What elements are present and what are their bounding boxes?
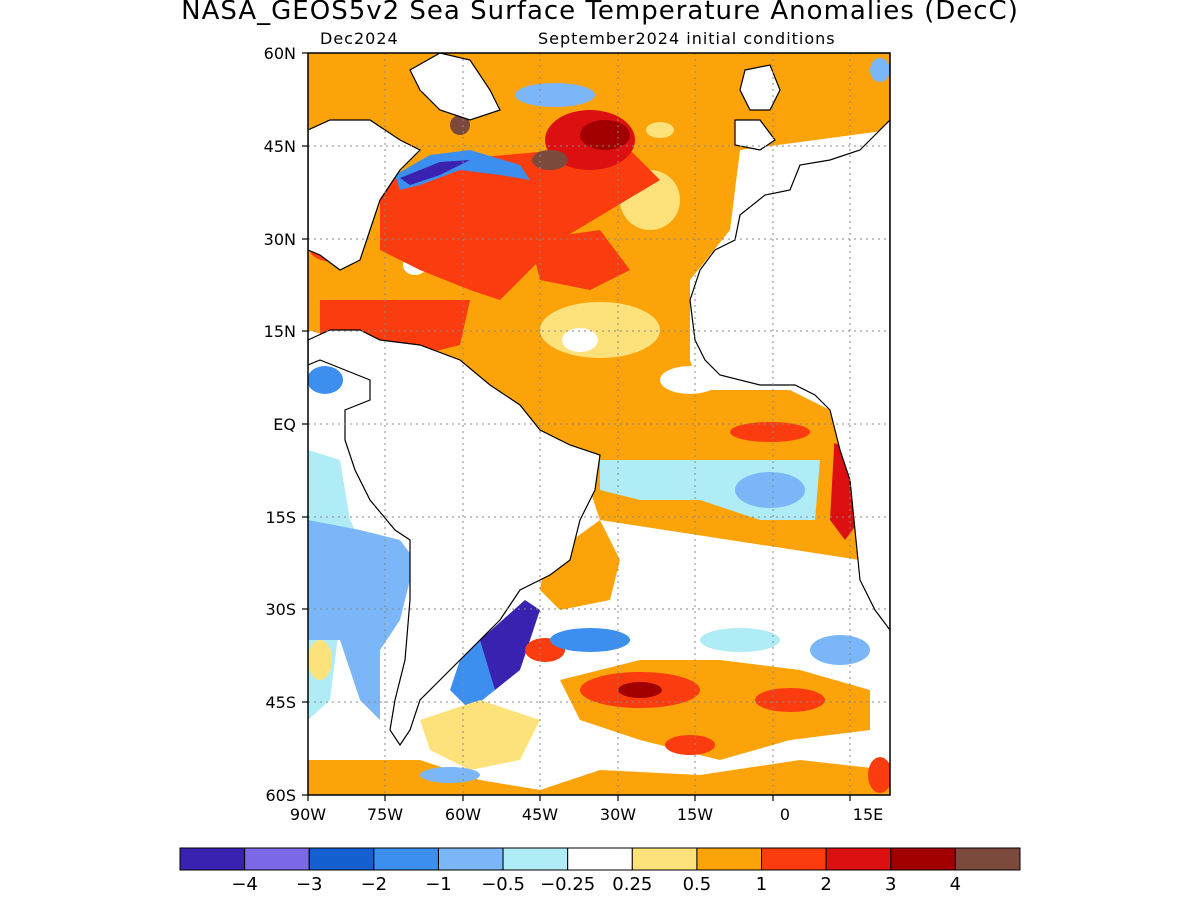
lat-label: 45S [265, 693, 296, 712]
anomaly-field [308, 53, 890, 795]
iberia-land [734, 119, 776, 151]
initial-conditions-label: September2024 initial conditions [538, 29, 836, 48]
region-cool [395, 150, 530, 190]
colorbar-swatch [761, 847, 827, 871]
lat-label: EQ [273, 415, 296, 434]
region-warm [308, 760, 890, 795]
region-cool [450, 640, 495, 710]
region-neutral [660, 366, 720, 394]
labrador-land [409, 53, 501, 121]
colorbar-label: −2 [361, 874, 388, 895]
region-cool [810, 635, 870, 665]
south-america-land [308, 329, 601, 747]
colorbar-label: 4 [950, 874, 961, 895]
lon-label: 60W [445, 805, 481, 824]
colorbar-label: −4 [231, 874, 258, 895]
lon-label: 75W [367, 805, 403, 824]
lon-label: 0 [780, 805, 790, 824]
colorbar-label: −1 [425, 874, 452, 895]
colorbar-label: −3 [296, 874, 323, 895]
region-strong-cool [400, 160, 470, 185]
colorbar-label: 0.25 [612, 874, 652, 895]
colorbar: −4 −3 −2 −1 −0.5 −0.25 0.25 0.5 1 2 3 4 [179, 847, 1021, 895]
region-slight-warm [308, 640, 332, 680]
region-cool [870, 58, 890, 82]
region-warm [540, 520, 620, 610]
axis-ticks [302, 52, 851, 801]
lat-label: 15S [265, 508, 296, 527]
colorbar-swatch [567, 847, 633, 871]
north-america-land [308, 119, 422, 271]
region-extreme [532, 150, 568, 170]
colorbar-swatch [179, 847, 246, 871]
lat-label: 30N [264, 230, 296, 249]
region-hot [868, 757, 890, 793]
lon-label: 15E [853, 805, 883, 824]
region-warm [815, 420, 835, 520]
british-isles-land [739, 64, 781, 111]
colorbar-swatch [308, 847, 375, 871]
graticule [308, 53, 890, 795]
region-slight-warm [420, 700, 540, 770]
region-cool [420, 767, 480, 783]
colorbar-swatch [373, 847, 439, 871]
lat-label: 15N [264, 322, 296, 341]
region-cool [308, 520, 415, 720]
colorbar-swatch [825, 847, 892, 871]
colorbar-label: 2 [820, 874, 831, 895]
region-cool [735, 472, 805, 508]
lon-label: 90W [290, 805, 326, 824]
colorbar-swatch [954, 847, 1021, 871]
colorbar-swatch [502, 847, 569, 871]
region-hot [730, 422, 810, 442]
colorbar-label: −0.25 [540, 874, 595, 895]
region-hot [530, 230, 630, 290]
colorbar-label: 3 [885, 874, 896, 895]
region-cool [308, 366, 343, 394]
colorbar-swatch [696, 847, 763, 871]
region-hot [755, 688, 825, 712]
region-slight-warm [540, 302, 660, 358]
colorbar-label: 0.5 [683, 874, 712, 895]
region-very-hot [580, 120, 630, 150]
lat-label: 45N [264, 137, 296, 156]
lat-label: 60N [264, 44, 296, 63]
map-title: NASA_GEOS5v2 Sea Surface Temperature Ano… [181, 0, 1019, 26]
region-slight-warm [646, 122, 674, 138]
region-very-hot [618, 682, 662, 698]
colorbar-swatch [890, 847, 956, 871]
region-neutral [562, 328, 598, 352]
latitude-labels: 60N 45N 30N 15N EQ 15S 30S 45S 60S [264, 44, 296, 805]
lat-label: 30S [265, 600, 296, 619]
colorbar-swatch [631, 847, 698, 871]
region-warm [520, 53, 680, 88]
region-strong-cool [480, 600, 540, 690]
region-extreme [450, 115, 470, 135]
forecast-month: Dec2024 [320, 29, 399, 48]
lon-label: 30W [600, 805, 636, 824]
region-cool [515, 83, 595, 107]
longitude-labels: 90W 75W 60W 45W 30W 15W 0 15E [290, 805, 883, 824]
region-slight-cool [700, 628, 780, 652]
colorbar-swatch [244, 847, 310, 871]
colorbar-swatch [437, 847, 504, 871]
colorbar-label: −0.5 [481, 874, 525, 895]
region-hot [665, 735, 715, 755]
lon-label: 15W [677, 805, 713, 824]
africa-europe-land [689, 53, 890, 631]
colorbar-label: 1 [756, 874, 767, 895]
region-hot [380, 140, 660, 300]
lat-label: 60S [265, 786, 296, 805]
region-cool [550, 628, 630, 652]
lon-label: 45W [522, 805, 558, 824]
